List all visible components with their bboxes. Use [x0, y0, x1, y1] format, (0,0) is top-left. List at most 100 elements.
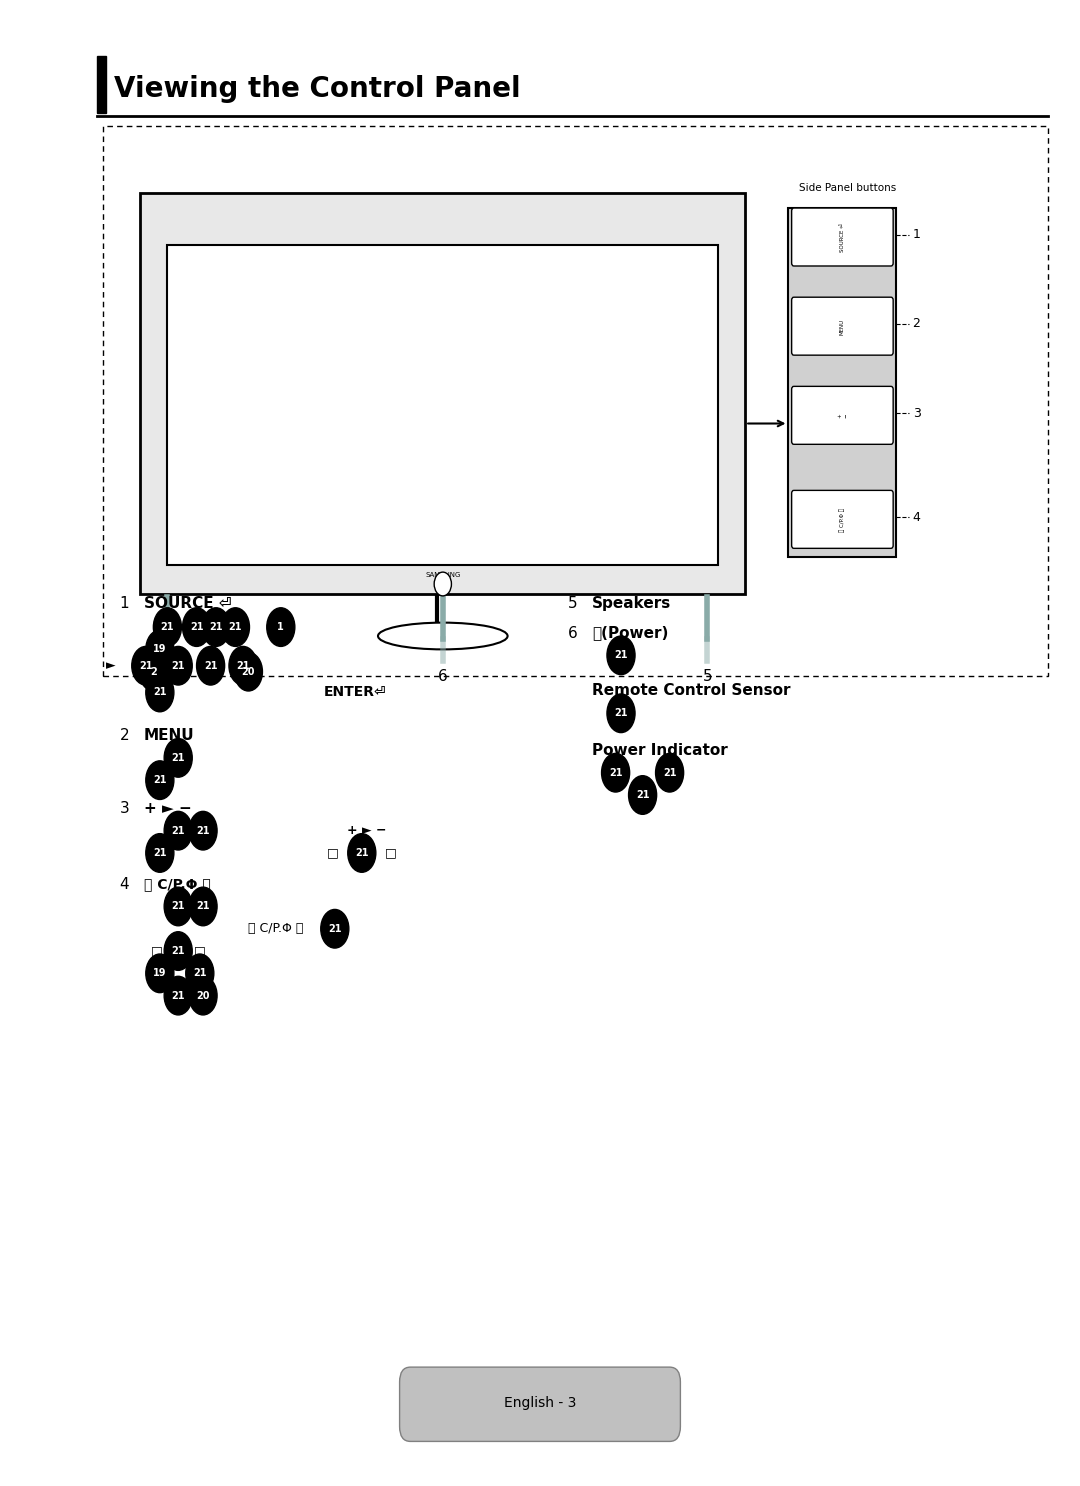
FancyBboxPatch shape	[792, 386, 893, 444]
Text: 3: 3	[913, 407, 920, 419]
Text: 21: 21	[197, 826, 210, 835]
Text: 21: 21	[193, 969, 206, 978]
Circle shape	[164, 811, 192, 850]
Circle shape	[189, 976, 217, 1015]
Text: 4: 4	[913, 511, 920, 523]
Text: SAMSUNG: SAMSUNG	[426, 572, 460, 578]
Ellipse shape	[378, 623, 508, 649]
Text: 19: 19	[153, 645, 166, 654]
Circle shape	[189, 887, 217, 926]
Text: □: □	[386, 847, 396, 859]
FancyBboxPatch shape	[167, 245, 718, 565]
Text: Viewing the Control Panel: Viewing the Control Panel	[114, 76, 522, 103]
Circle shape	[602, 753, 630, 792]
Circle shape	[164, 932, 192, 970]
Circle shape	[153, 608, 181, 646]
Text: 2: 2	[120, 728, 129, 743]
Text: 19: 19	[153, 969, 166, 978]
Text: 3: 3	[119, 801, 130, 816]
Text: 2: 2	[913, 318, 920, 330]
Text: 〈 C/P.Φ 〉: 〈 C/P.Φ 〉	[839, 508, 846, 532]
Bar	[97, 56, 106, 113]
Circle shape	[229, 646, 257, 685]
Text: 21: 21	[636, 791, 649, 799]
Circle shape	[348, 834, 376, 872]
Text: 21: 21	[229, 623, 242, 632]
Circle shape	[321, 909, 349, 948]
Text: 21: 21	[197, 902, 210, 911]
Text: □: □	[194, 945, 205, 957]
Text: 21: 21	[172, 902, 185, 911]
Text: 1: 1	[913, 229, 920, 241]
FancyBboxPatch shape	[792, 490, 893, 548]
Circle shape	[221, 608, 249, 646]
Text: 21: 21	[153, 688, 166, 697]
Text: Power Indicator: Power Indicator	[592, 743, 728, 758]
Text: 21: 21	[172, 991, 185, 1000]
Text: English - 3: English - 3	[503, 1395, 577, 1410]
Text: 21: 21	[328, 924, 341, 933]
Circle shape	[267, 608, 295, 646]
Circle shape	[164, 646, 192, 685]
Text: 21: 21	[153, 849, 166, 857]
Text: 21: 21	[210, 623, 222, 632]
Text: 21: 21	[139, 661, 152, 670]
Text: 5: 5	[163, 669, 172, 684]
FancyBboxPatch shape	[103, 126, 1048, 676]
FancyBboxPatch shape	[400, 1367, 680, 1441]
Text: 21: 21	[153, 776, 166, 785]
Circle shape	[234, 652, 262, 691]
Text: 2: 2	[150, 667, 157, 676]
Text: Speakers: Speakers	[592, 596, 671, 611]
Text: 21: 21	[172, 753, 185, 762]
Text: □: □	[327, 847, 338, 859]
Text: □: □	[151, 945, 162, 957]
Circle shape	[164, 739, 192, 777]
FancyBboxPatch shape	[792, 208, 893, 266]
Text: 6: 6	[437, 669, 448, 684]
Text: ENTER⏎: ENTER⏎	[324, 685, 387, 700]
Text: ►: ►	[106, 660, 116, 672]
Text: SOURCE ⏎: SOURCE ⏎	[144, 596, 231, 611]
Circle shape	[189, 811, 217, 850]
Circle shape	[146, 630, 174, 669]
Text: 21: 21	[663, 768, 676, 777]
Circle shape	[146, 673, 174, 712]
Text: 5: 5	[568, 596, 577, 611]
Text: 1: 1	[278, 623, 284, 632]
Circle shape	[656, 753, 684, 792]
Text: +
−: + −	[837, 413, 848, 419]
Circle shape	[202, 608, 230, 646]
Text: 21: 21	[172, 661, 185, 670]
Circle shape	[186, 954, 214, 993]
Text: 1: 1	[120, 596, 129, 611]
Text: 21: 21	[237, 661, 249, 670]
Circle shape	[607, 694, 635, 733]
Text: Side Panel buttons: Side Panel buttons	[799, 183, 896, 193]
Text: 21: 21	[190, 623, 203, 632]
Circle shape	[146, 834, 174, 872]
Circle shape	[139, 652, 167, 691]
Circle shape	[146, 761, 174, 799]
Text: 21: 21	[172, 826, 185, 835]
Text: 21: 21	[615, 709, 627, 718]
Circle shape	[197, 646, 225, 685]
Circle shape	[164, 887, 192, 926]
Text: + ► −: + ► −	[348, 825, 387, 837]
Text: 21: 21	[204, 661, 217, 670]
Text: 21: 21	[172, 947, 185, 955]
Text: 21: 21	[609, 768, 622, 777]
Text: 5: 5	[703, 669, 712, 684]
Text: Remote Control Sensor: Remote Control Sensor	[592, 684, 791, 698]
Text: SOURCE ⏎: SOURCE ⏎	[840, 223, 845, 253]
Circle shape	[132, 646, 160, 685]
FancyBboxPatch shape	[140, 193, 745, 594]
Circle shape	[146, 954, 174, 993]
Text: + ► −: + ► −	[144, 801, 191, 816]
Text: 6: 6	[567, 626, 578, 640]
Text: 4: 4	[120, 877, 129, 892]
Text: 20: 20	[197, 991, 210, 1000]
Text: 21: 21	[355, 849, 368, 857]
Text: MENU: MENU	[144, 728, 194, 743]
Circle shape	[607, 636, 635, 675]
